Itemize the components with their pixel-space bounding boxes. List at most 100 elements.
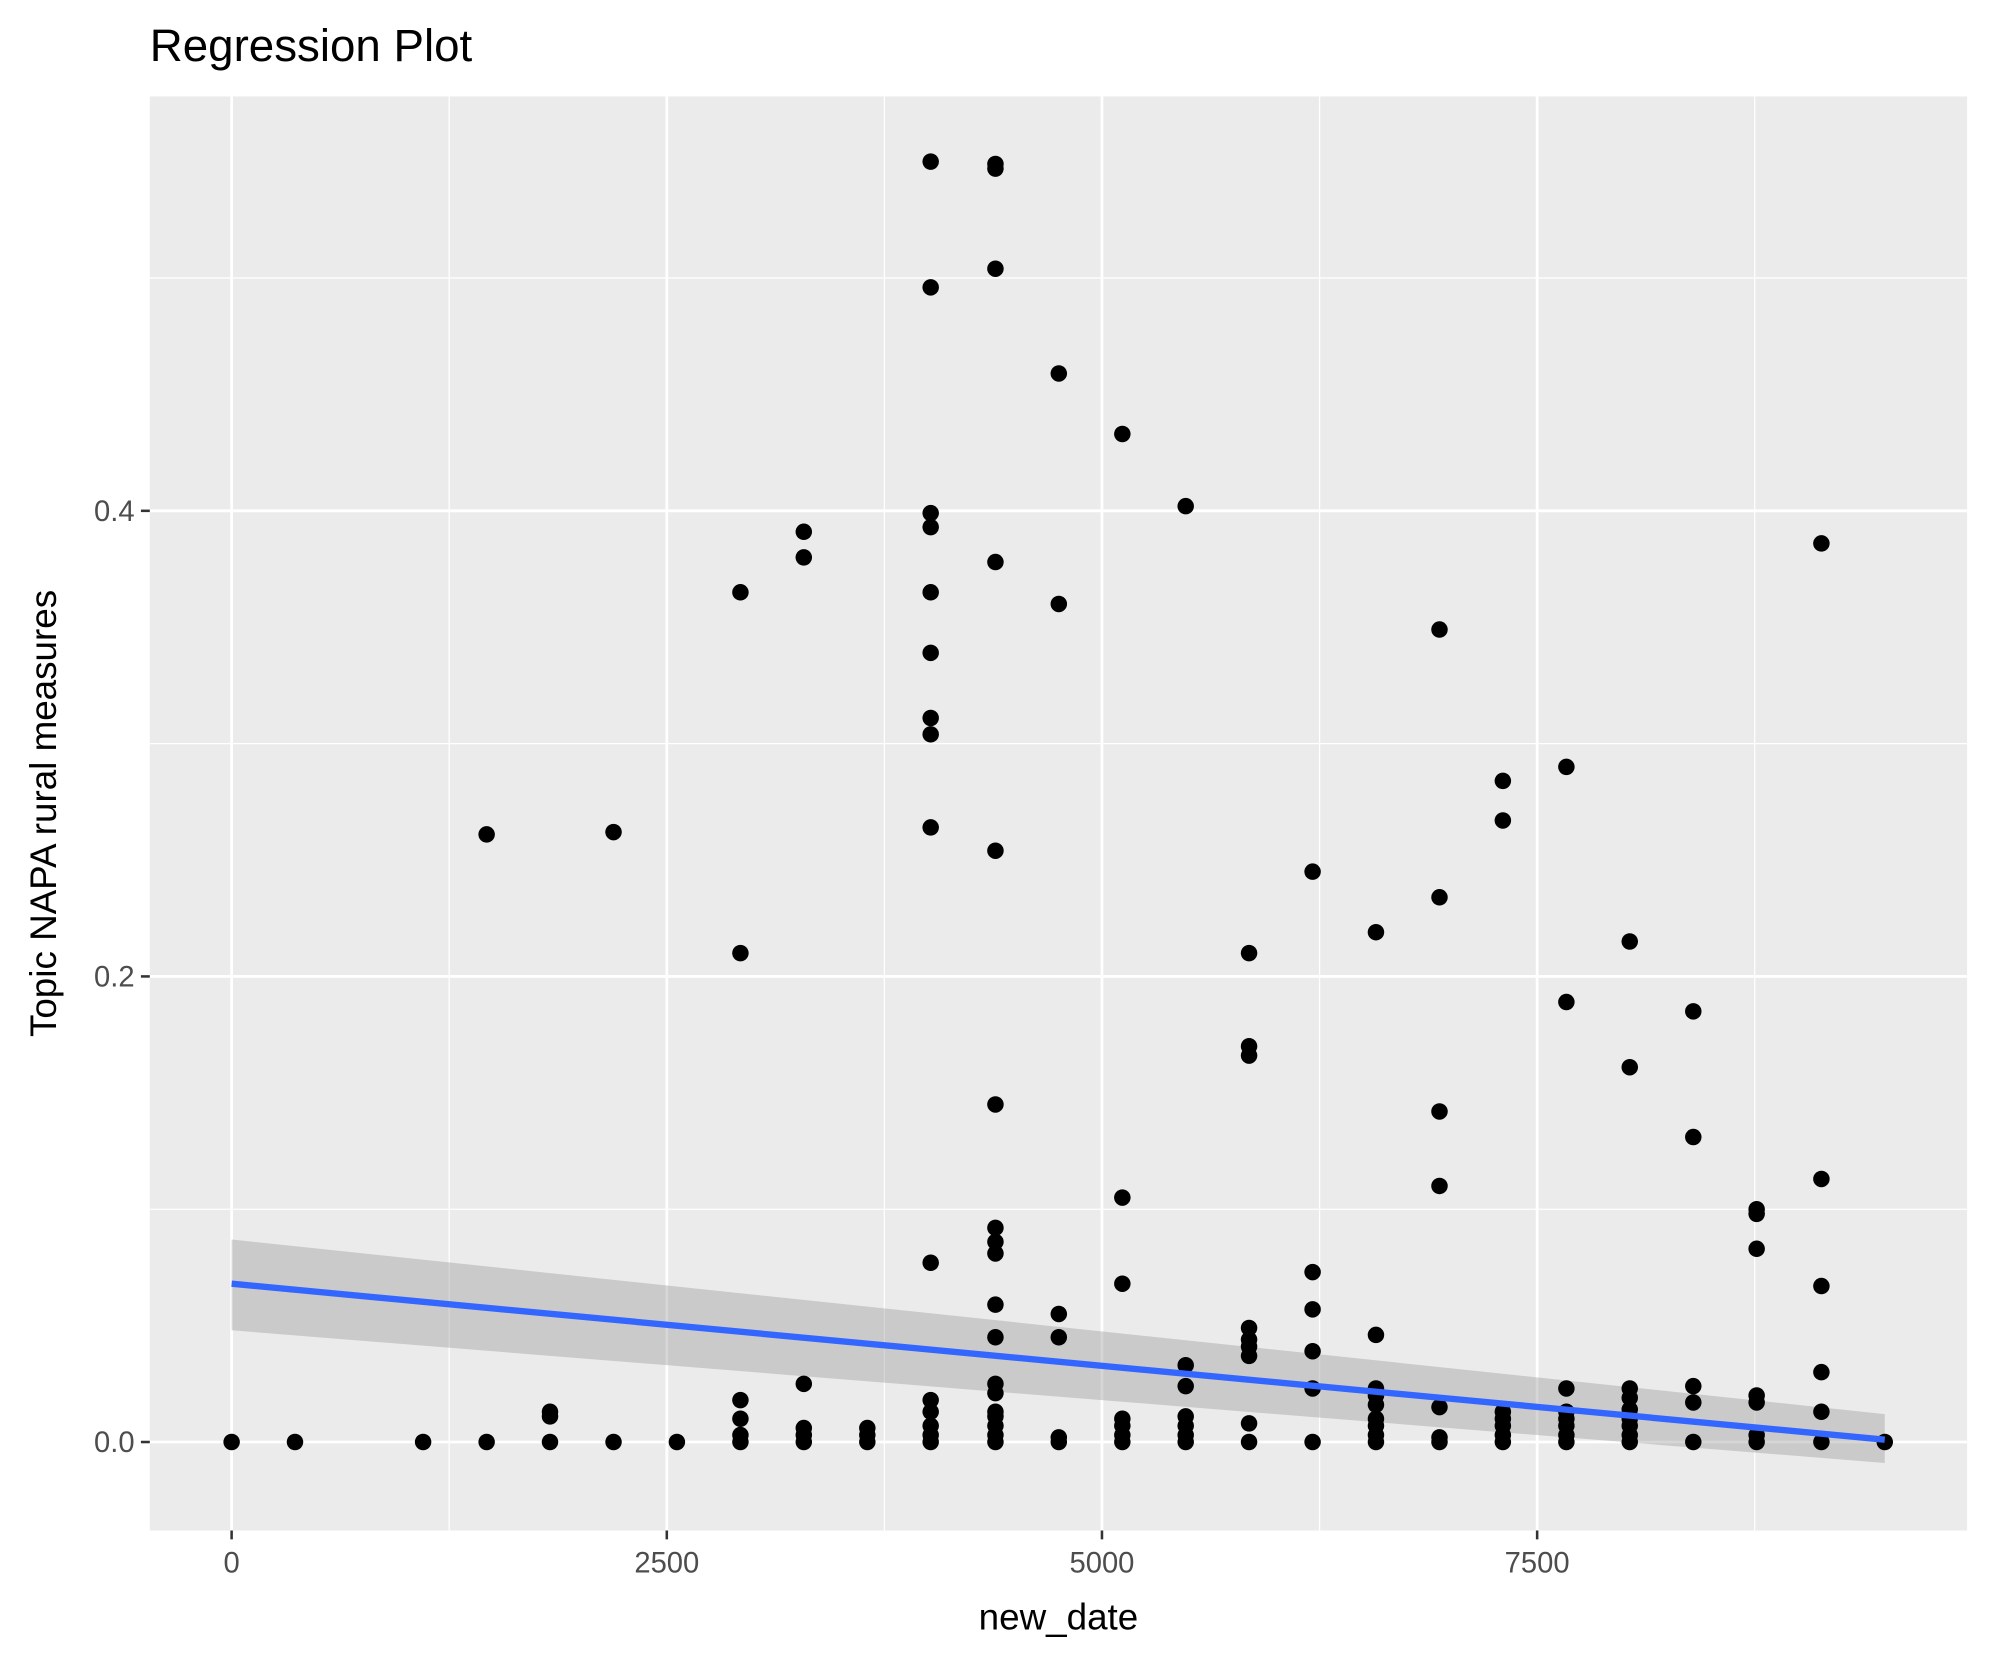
data-point bbox=[223, 1433, 240, 1451]
y-axis-ticks: 0.0 0.2 0.4 bbox=[94, 496, 150, 1459]
data-point bbox=[1304, 1433, 1321, 1451]
data-point bbox=[1431, 1398, 1448, 1416]
x-tick-label: 2500 bbox=[634, 1547, 699, 1579]
y-tick-label: 0.4 bbox=[94, 496, 135, 528]
data-point bbox=[1114, 1275, 1131, 1292]
data-point bbox=[1813, 1363, 1830, 1381]
data-point bbox=[795, 523, 813, 541]
data-point bbox=[286, 1433, 304, 1451]
data-point bbox=[987, 1329, 1004, 1346]
data-point bbox=[795, 1375, 813, 1393]
y-tick-label: 0.2 bbox=[94, 962, 135, 994]
data-point bbox=[987, 260, 1004, 277]
data-point bbox=[732, 944, 749, 962]
data-point bbox=[1813, 1277, 1830, 1295]
y-axis-title: Topic NAPA rural measures bbox=[23, 590, 64, 1037]
data-point bbox=[1685, 1377, 1702, 1395]
data-point bbox=[541, 1433, 559, 1451]
data-point bbox=[922, 709, 939, 727]
data-point bbox=[1240, 1038, 1258, 1055]
data-point bbox=[732, 1391, 749, 1409]
data-point bbox=[1621, 1058, 1638, 1076]
data-point bbox=[922, 504, 939, 522]
data-point bbox=[1431, 621, 1448, 638]
data-point bbox=[922, 1391, 939, 1409]
data-point bbox=[1431, 1177, 1448, 1195]
data-point bbox=[1813, 1403, 1830, 1421]
data-point bbox=[1050, 1329, 1068, 1346]
data-point bbox=[1685, 1394, 1702, 1411]
data-point bbox=[1621, 933, 1638, 950]
data-point bbox=[1050, 365, 1068, 382]
data-point bbox=[1240, 1433, 1258, 1451]
data-point bbox=[1177, 1356, 1194, 1374]
x-tick-label: 7500 bbox=[1505, 1547, 1570, 1579]
data-point bbox=[1304, 1342, 1321, 1360]
data-point bbox=[1050, 1305, 1068, 1323]
data-point bbox=[1304, 1301, 1321, 1318]
data-point bbox=[795, 549, 813, 566]
data-point bbox=[859, 1419, 876, 1437]
data-point bbox=[1494, 1403, 1512, 1421]
data-point bbox=[1558, 993, 1575, 1011]
data-point bbox=[922, 153, 939, 170]
data-point bbox=[795, 1419, 813, 1437]
data-point bbox=[1748, 1387, 1765, 1404]
data-point bbox=[1240, 1331, 1258, 1348]
data-point bbox=[414, 1433, 432, 1451]
data-point bbox=[1558, 1380, 1575, 1397]
data-point bbox=[922, 279, 939, 296]
data-point bbox=[1748, 1200, 1765, 1218]
data-point bbox=[1177, 1377, 1194, 1395]
data-point bbox=[987, 1245, 1004, 1262]
data-point bbox=[1114, 1410, 1131, 1427]
confidence-band-area bbox=[231, 1239, 1885, 1463]
data-point bbox=[1431, 1429, 1448, 1446]
data-point bbox=[1748, 1240, 1765, 1258]
data-point bbox=[922, 584, 939, 601]
gridlines bbox=[149, 96, 1968, 1531]
confidence-band bbox=[231, 1239, 1885, 1463]
data-point bbox=[732, 1426, 749, 1444]
data-point bbox=[1813, 1170, 1830, 1188]
data-point bbox=[541, 1403, 559, 1421]
data-point bbox=[987, 842, 1004, 859]
data-point bbox=[1813, 535, 1830, 552]
data-point bbox=[1114, 1189, 1131, 1206]
data-point bbox=[987, 1219, 1004, 1237]
data-point bbox=[732, 584, 749, 601]
data-point bbox=[1494, 772, 1512, 790]
data-point bbox=[1240, 944, 1258, 962]
data-point bbox=[1621, 1380, 1638, 1397]
data-point bbox=[1304, 1263, 1321, 1281]
data-point bbox=[1177, 1408, 1194, 1425]
data-point bbox=[987, 1096, 1004, 1113]
data-point bbox=[1177, 497, 1194, 515]
data-point bbox=[987, 1233, 1004, 1251]
data-point bbox=[922, 1403, 939, 1421]
plot-panel bbox=[149, 96, 1968, 1531]
data-point bbox=[922, 1254, 939, 1272]
data-point bbox=[605, 1433, 622, 1451]
data-point bbox=[478, 826, 495, 843]
data-point bbox=[987, 155, 1004, 173]
data-point bbox=[1050, 595, 1068, 613]
data-point bbox=[987, 1403, 1004, 1421]
data-point bbox=[732, 1410, 749, 1427]
data-point bbox=[1431, 1103, 1448, 1120]
data-point bbox=[1813, 1433, 1830, 1451]
data-point bbox=[922, 1417, 939, 1434]
data-point bbox=[668, 1433, 686, 1451]
data-point bbox=[1304, 863, 1321, 880]
data-point bbox=[605, 823, 622, 841]
x-axis-ticks: 0 2500 5000 7500 bbox=[224, 1530, 1570, 1579]
data-point bbox=[1367, 1326, 1385, 1344]
data-point bbox=[1114, 425, 1131, 443]
data-point bbox=[987, 553, 1004, 571]
x-axis-title: new_date bbox=[979, 1596, 1139, 1637]
data-point bbox=[1558, 758, 1575, 776]
data-point bbox=[1494, 812, 1512, 829]
x-tick-label: 5000 bbox=[1070, 1547, 1135, 1579]
data-point bbox=[922, 819, 939, 836]
